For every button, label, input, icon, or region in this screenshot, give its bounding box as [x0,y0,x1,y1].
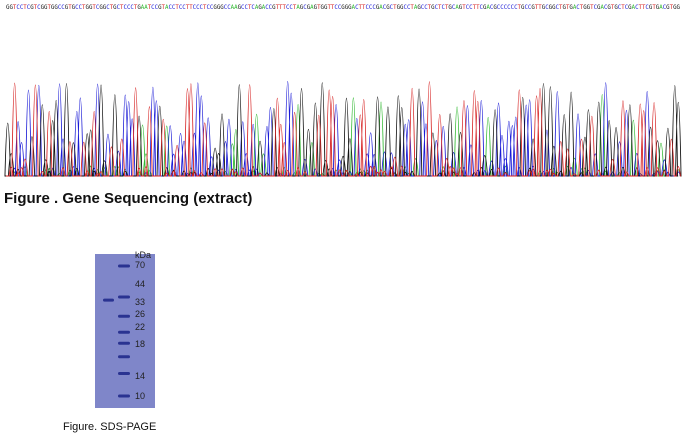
marker-band-33 [118,314,130,318]
marker-band-14 [118,372,130,375]
marker-label-44: 44 [135,279,146,289]
marker-label-10: 10 [135,391,146,401]
trace-t [6,81,681,177]
sample-band [103,298,114,302]
marker-band-10 [118,394,130,398]
marker-band-22 [118,341,130,345]
marker-band-44 [118,295,130,299]
marker-band-18 [118,355,130,359]
marker-label-70: 70 [135,260,146,270]
sds-page-figure-caption: Figure. SDS-PAGE [63,421,157,433]
marker-label-22: 22 [135,322,146,332]
sequencing-figure-caption: Figure . Gene Sequencing (extract) [4,190,253,207]
trace-g [4,82,682,177]
gel-unit-label: kDa [135,250,152,260]
marker-label-14: 14 [135,371,146,381]
marker-band-26 [118,330,130,334]
trace-c [6,80,681,177]
marker-label-18: 18 [135,339,146,349]
marker-label-33: 33 [135,297,146,307]
sequencing-chromatogram: GGTCCTCGTCGGTGGCCGTGCCTGGTCGGCTGCTCCCTGA… [4,4,682,177]
sds-page-gel [95,254,155,408]
base-call-sequence: GGTCCTCGTCGGTGGCCGTGCCTGGTCGGCTGCTCCCTGA… [6,4,680,11]
marker-label-26: 26 [135,309,146,319]
marker-band-70 [118,264,130,268]
